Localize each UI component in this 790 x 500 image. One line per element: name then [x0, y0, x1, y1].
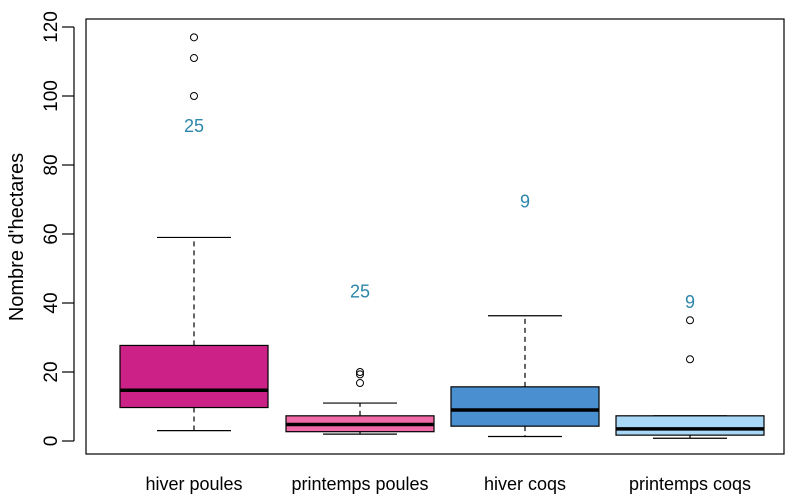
y-tick-label: 0: [41, 436, 62, 447]
outlier-point: [686, 355, 694, 364]
y-tick-label: 40: [41, 292, 62, 313]
box-group: 25: [119, 33, 269, 432]
iqr-box: [450, 386, 600, 427]
x-category-label: printemps poules: [291, 474, 428, 494]
box-group: 9: [615, 292, 765, 439]
iqr-box: [615, 415, 765, 436]
iqr-box: [119, 344, 269, 409]
plot-frame: [85, 18, 785, 455]
y-axis-label: Nombre d'hectares: [6, 153, 28, 321]
outlier-point: [356, 379, 364, 388]
y-tick-label: 120: [41, 11, 62, 43]
y-tick-label: 60: [41, 223, 62, 244]
outlier-point: [190, 92, 198, 100]
x-category-label: hiver poules: [145, 474, 242, 494]
y-tick-label: 100: [41, 80, 62, 112]
sample-count-label: 25: [350, 281, 370, 301]
y-tick-label: 20: [41, 361, 62, 382]
x-category-label: hiver coqs: [484, 474, 566, 494]
x-category-label: printemps coqs: [629, 474, 751, 494]
sample-count-label: 9: [685, 292, 695, 312]
outlier-point: [190, 33, 198, 42]
y-tick-label: 80: [41, 154, 62, 175]
y-ticks: 0 20 40 60 80 100 120: [41, 11, 74, 446]
outlier-point: [356, 368, 364, 376]
boxes: 25 25 9 9: [119, 33, 765, 439]
box-group: 9: [450, 192, 600, 438]
outlier-point: [190, 54, 198, 63]
outlier-point: [356, 370, 364, 379]
x-category-labels: hiver poules printemps poules hiver coqs pr…: [145, 474, 751, 494]
sample-count-label: 9: [520, 192, 530, 212]
sample-count-label: 25: [184, 116, 204, 136]
box-group: 25: [285, 281, 435, 435]
outlier-point: [686, 316, 694, 325]
